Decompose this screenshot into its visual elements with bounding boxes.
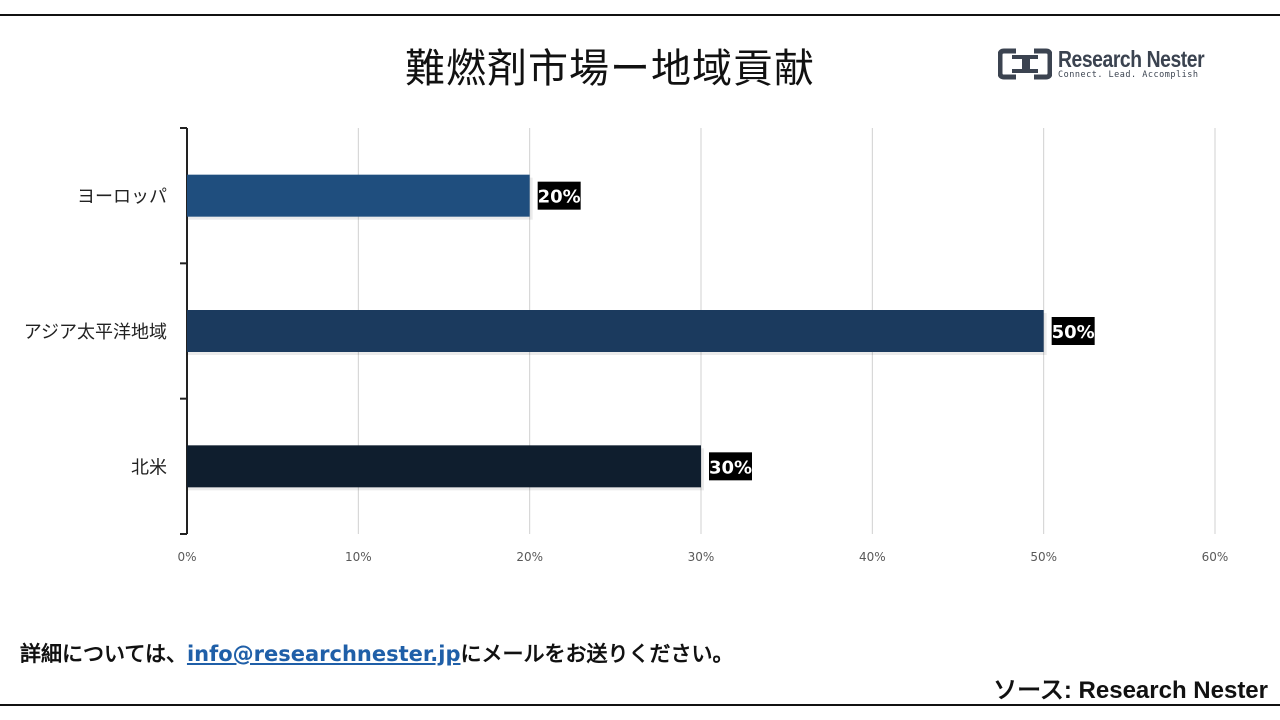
contact-email-link[interactable]: info@researchnester.jp [186,642,461,666]
logo-tagline: Connect. Lead. Accomplish [1058,70,1199,80]
data-label: 50% [1052,322,1095,343]
bar-2 [187,445,701,488]
category-label: アジア太平洋地域 [24,322,167,343]
x-tick-label: 60% [1202,550,1229,564]
data-label: 30% [709,457,752,478]
x-tick-label: 20% [516,550,543,564]
logo-mark-icon [998,48,1052,80]
bottom-rule [0,704,1280,706]
contact-suffix: にメールをお送りください。 [460,642,734,666]
category-label: ヨーロッパ [77,187,167,208]
contact-note: 詳細については、info@researchnester.jpにメールをお送りくだ… [20,638,733,668]
data-label-bg [1051,317,1095,345]
x-tick-label: 50% [1030,550,1057,564]
source-credit: ソース: Research Nester [993,677,1268,704]
logo-name: Research Nester [1058,46,1205,72]
contact-prefix: 詳細については、 [20,642,187,666]
bar-chart: 0% 10% 20% 30% 40% 50% 60% ヨーロッパ 20% アジア太平洋地域 50% 北… [24,127,1229,564]
x-tick-label: 0% [177,550,196,564]
data-label-bg [537,181,581,210]
data-label-bg [709,452,752,481]
bar-1 [187,310,1044,352]
data-label: 20% [538,187,581,208]
bar-0 [187,174,530,217]
research-nester-logo: Research Nester Connect. Lead. Accomplis… [998,46,1232,82]
x-tick-label: 40% [859,550,886,564]
category-label: 北米 [131,457,167,478]
top-rule [0,14,1280,16]
x-tick-label: 30% [688,550,715,564]
chart-title: 難燃剤市場ー地域貢献 [405,46,815,92]
x-tick-label: 10% [345,550,372,564]
